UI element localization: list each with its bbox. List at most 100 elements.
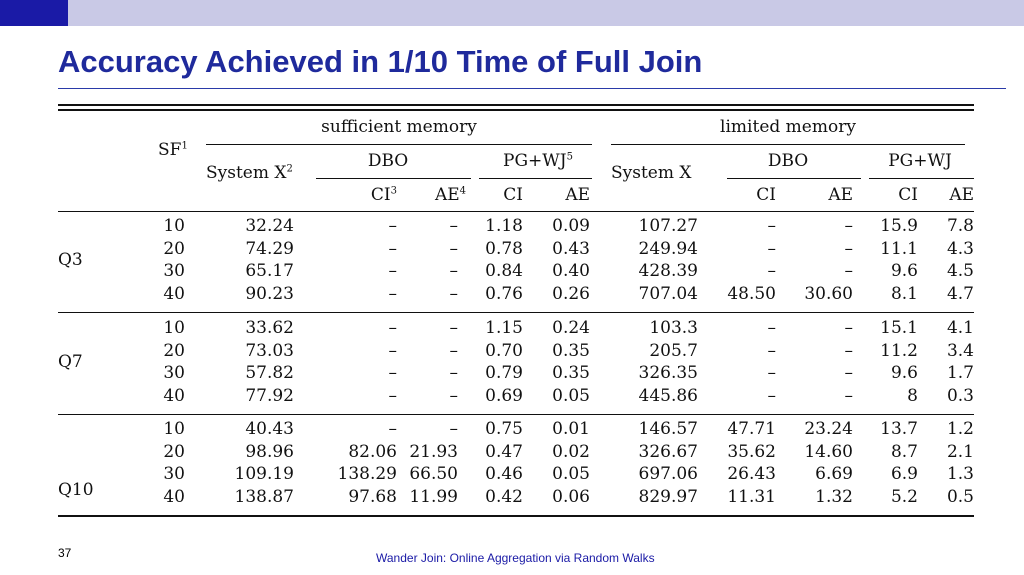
cell-systemx-limited: 326.67 xyxy=(638,441,698,462)
cell-dbo-ae-limited: 6.69 xyxy=(815,464,853,485)
cell-pgwj-ae-limited: 0.3 xyxy=(946,385,974,406)
cell-dbo-ci: – xyxy=(388,419,398,439)
table-top-rule xyxy=(58,104,974,106)
cell-dbo-ci: – xyxy=(388,363,398,384)
cell-dbo-ae-limited: – xyxy=(844,216,854,236)
sf-header: SF1 xyxy=(158,140,188,160)
header-band xyxy=(68,0,1024,26)
cell-sf: 30 xyxy=(163,363,185,384)
cell-pgwj-ae: 0.06 xyxy=(552,486,590,507)
cell-pgwj-ae: 0.05 xyxy=(552,464,590,485)
query-label: Q3 xyxy=(58,249,83,270)
cell-dbo-ci: 97.68 xyxy=(348,486,397,507)
cell-dbo-ae-limited: 1.32 xyxy=(815,486,853,507)
title-underline xyxy=(58,88,1006,89)
cell-systemx: 32.24 xyxy=(245,216,294,236)
table-top-rule-2 xyxy=(58,109,974,111)
cell-dbo-ci: 82.06 xyxy=(348,441,397,462)
page-number: 37 xyxy=(58,546,72,560)
cell-systemx: 90.23 xyxy=(245,283,294,304)
dbo-limited-rule xyxy=(727,178,861,179)
cell-pgwj-ae: 0.43 xyxy=(552,238,590,259)
cell-dbo-ae-limited: 23.24 xyxy=(804,419,853,439)
cell-pgwj-ci: 0.47 xyxy=(485,441,523,462)
cell-dbo-ci: – xyxy=(388,238,398,259)
cell-dbo-ci-limited: – xyxy=(767,238,777,259)
cell-dbo-ci: – xyxy=(388,216,398,236)
pgwj-header: PG+WJ5 xyxy=(503,151,573,171)
cell-dbo-ae: 11.99 xyxy=(409,486,458,507)
sufficient-rule xyxy=(206,144,592,145)
cell-sf: 20 xyxy=(163,340,185,361)
dbo-limited-header: DBO xyxy=(767,151,809,171)
cell-pgwj-ci: 0.79 xyxy=(485,363,523,384)
cell-systemx-limited: 146.57 xyxy=(638,419,698,439)
cell-systemx-limited: 428.39 xyxy=(638,261,698,282)
cell-dbo-ci-limited: – xyxy=(767,216,777,236)
cell-dbo-ae-limited: – xyxy=(844,363,854,384)
cell-systemx-limited: 107.27 xyxy=(638,216,698,236)
pgwj-rule xyxy=(479,178,592,179)
cell-systemx: 57.82 xyxy=(245,363,294,384)
cell-pgwj-ae-limited: 4.1 xyxy=(946,318,974,338)
cell-pgwj-ci: 0.69 xyxy=(485,385,523,406)
cell-sf: 20 xyxy=(163,441,185,462)
cell-pgwj-ci: 1.15 xyxy=(485,318,523,338)
ae-pgwj-limited-header: AE xyxy=(949,185,974,205)
cell-dbo-ae: – xyxy=(449,216,459,236)
cell-pgwj-ae-limited: 1.7 xyxy=(946,363,974,384)
cell-systemx: 40.43 xyxy=(245,419,294,439)
cell-pgwj-ae: 0.09 xyxy=(552,216,590,236)
cell-sf: 40 xyxy=(163,283,185,304)
cell-pgwj-ci: 1.18 xyxy=(485,216,523,236)
cell-pgwj-ci-limited: 5.2 xyxy=(890,486,918,507)
limited-rule xyxy=(611,144,965,145)
systemx-header: System X2 xyxy=(206,163,293,183)
cell-dbo-ci-limited: – xyxy=(767,363,777,384)
cell-systemx-limited: 829.97 xyxy=(638,486,698,507)
ci-header: CI3 xyxy=(370,185,397,205)
cell-pgwj-ci: 0.84 xyxy=(485,261,523,282)
cell-sf: 40 xyxy=(163,385,185,406)
cell-sf: 40 xyxy=(163,486,185,507)
cell-dbo-ae-limited: – xyxy=(844,340,854,361)
cell-dbo-ci: – xyxy=(388,340,398,361)
cell-systemx-limited: 103.3 xyxy=(649,318,698,338)
cell-pgwj-ae: 0.40 xyxy=(552,261,590,282)
query-label: Q10 xyxy=(58,480,94,501)
cell-systemx: 73.03 xyxy=(245,340,294,361)
cell-systemx-limited: 707.04 xyxy=(638,283,698,304)
cell-dbo-ci-limited: 11.31 xyxy=(727,486,776,507)
cell-sf: 10 xyxy=(163,216,185,236)
cell-pgwj-ci-limited: 8 xyxy=(907,385,918,406)
cell-pgwj-ci-limited: 13.7 xyxy=(880,419,918,439)
cell-pgwj-ci-limited: 9.6 xyxy=(890,363,918,384)
header-bottom-rule xyxy=(58,211,974,212)
pgwj-limited-rule xyxy=(869,178,974,179)
cell-dbo-ci: – xyxy=(388,385,398,406)
dbo-rule xyxy=(316,178,471,179)
ae-pgwj-header: AE xyxy=(565,185,590,205)
dbo-header: DBO xyxy=(367,151,409,171)
cell-pgwj-ae-limited: 7.8 xyxy=(946,216,974,236)
group-rule-2 xyxy=(58,414,974,415)
cell-systemx: 65.17 xyxy=(245,261,294,282)
cell-systemx: 138.87 xyxy=(234,486,294,507)
cell-pgwj-ae: 0.05 xyxy=(552,385,590,406)
cell-pgwj-ci-limited: 11.1 xyxy=(880,238,918,259)
cell-systemx: 109.19 xyxy=(234,464,294,485)
cell-pgwj-ci-limited: 8.7 xyxy=(890,441,918,462)
limited-memory-header: limited memory xyxy=(720,117,856,137)
cell-dbo-ae-limited: 30.60 xyxy=(804,283,853,304)
cell-dbo-ae: 21.93 xyxy=(409,441,458,462)
cell-dbo-ae: – xyxy=(449,261,459,282)
ae-header: AE4 xyxy=(434,185,466,205)
cell-dbo-ae: – xyxy=(449,340,459,361)
cell-systemx: 98.96 xyxy=(245,441,294,462)
cell-dbo-ae-limited: – xyxy=(844,318,854,338)
cell-pgwj-ae-limited: 4.7 xyxy=(946,283,974,304)
cell-pgwj-ci: 0.75 xyxy=(485,419,523,439)
cell-systemx-limited: 326.35 xyxy=(638,363,698,384)
cell-dbo-ae: – xyxy=(449,419,459,439)
cell-pgwj-ci: 0.70 xyxy=(485,340,523,361)
